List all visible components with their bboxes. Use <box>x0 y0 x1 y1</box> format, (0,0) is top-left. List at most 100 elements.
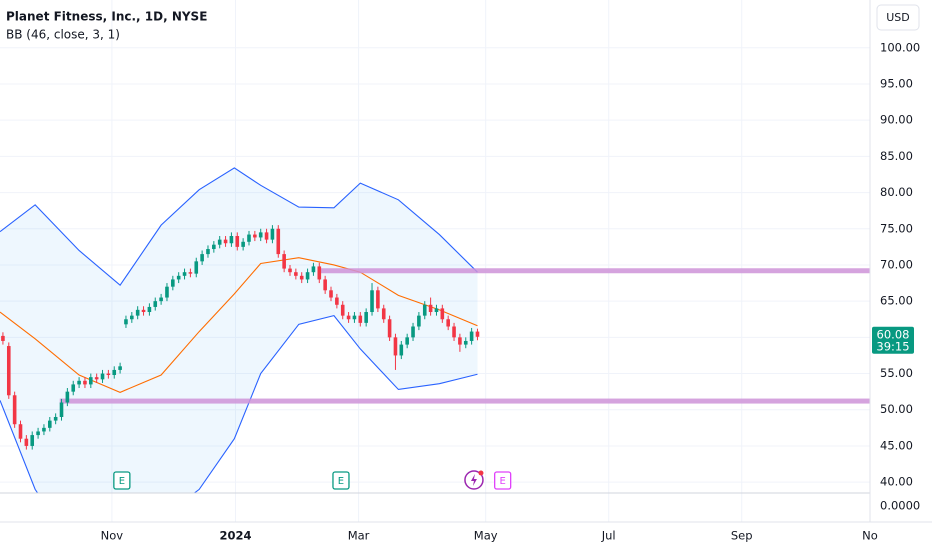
candle-body <box>106 373 111 375</box>
y-tick-label: 90.00 <box>880 113 913 127</box>
countdown-label: 39:15 <box>876 339 909 353</box>
y-tick-label: 70.00 <box>880 257 913 271</box>
candle-body <box>288 268 292 273</box>
candle-body <box>411 326 415 338</box>
x-tick-label: Nov <box>101 529 124 543</box>
candle-body <box>475 331 480 337</box>
candle-body <box>229 236 234 244</box>
y-tick-label: 50.00 <box>880 402 913 416</box>
candle-body <box>329 290 333 298</box>
candle-body <box>253 234 257 238</box>
candle-body <box>311 266 316 273</box>
event-label: E <box>500 476 506 487</box>
x-tick-label: 2024 <box>220 529 252 543</box>
candle-body <box>247 234 251 242</box>
x-tick-label: Jul <box>601 529 616 543</box>
candle-body <box>381 308 386 320</box>
candle-body <box>405 337 409 345</box>
last-price-badge <box>872 326 914 354</box>
dividend-dot <box>478 470 484 476</box>
candle-body <box>370 290 374 313</box>
candle-body <box>323 279 327 291</box>
event-marker <box>494 471 512 490</box>
candle-body <box>264 232 269 240</box>
candle-body <box>335 297 339 305</box>
event-marker <box>113 471 131 490</box>
candle-body <box>393 337 398 356</box>
candle-body <box>65 391 70 403</box>
candle-body <box>200 254 204 262</box>
candle-body <box>176 275 181 280</box>
level-line <box>59 398 870 404</box>
candle-body <box>440 308 445 320</box>
candle-body <box>71 384 76 392</box>
candle-body <box>165 286 169 298</box>
candle-body <box>59 402 64 417</box>
candle-body <box>352 315 357 320</box>
candle-body <box>47 420 52 428</box>
candle-body <box>434 308 439 313</box>
y-tick-label: 55.00 <box>880 366 913 380</box>
candle-body <box>463 340 468 345</box>
candle-body <box>270 228 275 240</box>
candle-body <box>30 435 35 446</box>
candle-body <box>18 424 23 439</box>
lower-pane-tick-label: 0.0000 <box>880 499 920 513</box>
y-tick-label: 40.00 <box>880 475 913 489</box>
candle-body <box>276 228 281 255</box>
candle-body <box>83 380 87 385</box>
y-tick-label: 95.00 <box>880 76 913 90</box>
candle-body <box>358 315 363 323</box>
x-tick-label: May <box>474 529 498 543</box>
candle-body <box>153 301 158 307</box>
candle-body <box>24 438 29 446</box>
y-tick-label: 80.00 <box>880 185 913 199</box>
candle-body <box>6 346 11 396</box>
candle-body <box>1 335 5 341</box>
candle-body <box>112 369 117 375</box>
candle-body <box>422 304 427 316</box>
candle-body <box>317 266 322 280</box>
candle-body <box>212 244 216 250</box>
currency-button[interactable] <box>876 4 920 31</box>
candle-body <box>340 304 345 316</box>
y-tick-label: 75.00 <box>880 221 913 235</box>
candle-body <box>294 272 298 276</box>
candle-body <box>446 319 450 327</box>
plot-area <box>0 167 870 493</box>
x-tick-label: Mar <box>348 529 370 543</box>
candle-body <box>235 236 240 247</box>
candle-body <box>94 377 99 380</box>
candle-body <box>171 279 175 287</box>
candle-body <box>53 416 58 421</box>
candle-body <box>182 272 187 276</box>
candle-body <box>217 239 222 245</box>
band-middle <box>0 257 478 393</box>
candle-body <box>458 337 462 345</box>
candle-body <box>159 297 163 302</box>
candle-body <box>241 241 245 247</box>
level-line <box>319 268 870 274</box>
candle-body <box>305 272 310 280</box>
candle-body <box>469 331 474 341</box>
last-price-label: 60.08 <box>877 327 910 341</box>
band-lower <box>0 315 478 493</box>
x-tick-label: No <box>862 529 878 543</box>
candle-body <box>118 366 122 370</box>
candle-body <box>36 431 40 436</box>
candle-body <box>42 427 46 432</box>
candle-body <box>364 312 368 323</box>
candle-body <box>188 272 193 274</box>
candle-body <box>376 290 380 309</box>
candle-body <box>428 304 433 313</box>
y-tick-label: 45.00 <box>880 438 913 452</box>
currency-label[interactable]: USD <box>886 11 910 24</box>
candle-body <box>346 315 351 320</box>
candle-body <box>452 326 456 338</box>
candle-body <box>282 254 286 269</box>
candle-body <box>206 249 210 255</box>
candle-body <box>194 261 199 274</box>
